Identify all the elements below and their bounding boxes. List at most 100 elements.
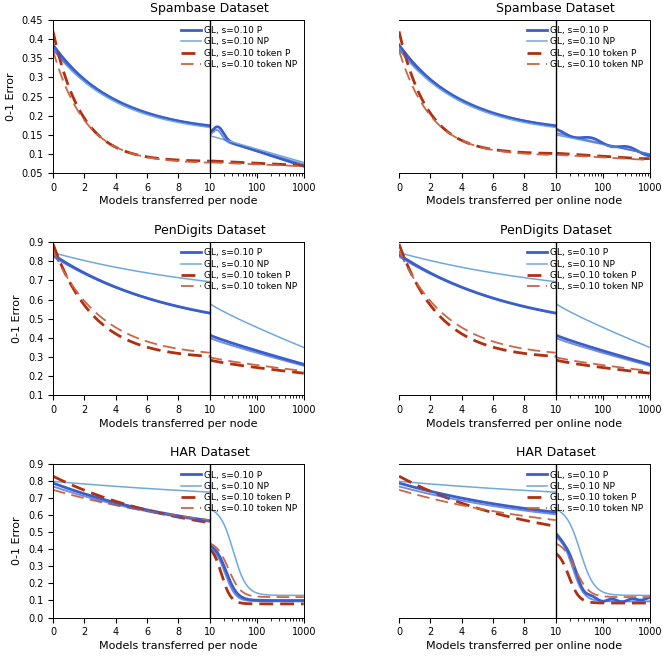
GL, s=0.10 P bbox=[49, 479, 57, 487]
GL, s=0.10 NP bbox=[395, 248, 403, 256]
GL, s=0.10 P bbox=[111, 499, 119, 507]
GL, s=0.10 P bbox=[552, 309, 560, 317]
GL, s=0.10 P bbox=[552, 508, 560, 516]
GL, s=0.10 P bbox=[552, 122, 560, 129]
GL, s=0.10 token P bbox=[552, 149, 560, 157]
GL, s=0.10 P bbox=[162, 114, 170, 122]
GL, s=0.10 NP bbox=[206, 488, 213, 496]
Line: GL, s=0.10 NP: GL, s=0.10 NP bbox=[399, 481, 556, 492]
GL, s=0.10 NP bbox=[206, 124, 213, 131]
GL, s=0.10 P bbox=[163, 510, 171, 518]
GL, s=0.10 P bbox=[68, 64, 76, 72]
GL, s=0.10 P bbox=[457, 96, 465, 104]
GL, s=0.10 token P bbox=[163, 155, 171, 163]
GL, s=0.10 P bbox=[206, 122, 213, 129]
GL, s=0.10 token NP bbox=[163, 343, 171, 351]
GL, s=0.10 token NP bbox=[508, 149, 516, 157]
GL, s=0.10 token NP bbox=[457, 323, 465, 331]
GL, s=0.10 token NP bbox=[552, 516, 560, 524]
Line: GL, s=0.10 P: GL, s=0.10 P bbox=[53, 45, 210, 125]
Title: HAR Dataset: HAR Dataset bbox=[516, 446, 595, 459]
GL, s=0.10 NP bbox=[509, 486, 517, 494]
GL, s=0.10 token NP bbox=[395, 486, 403, 494]
GL, s=0.10 token NP bbox=[457, 136, 465, 144]
GL, s=0.10 token P bbox=[508, 347, 516, 355]
GL, s=0.10 NP bbox=[68, 67, 76, 75]
Line: GL, s=0.10 token P: GL, s=0.10 token P bbox=[399, 244, 556, 357]
GL, s=0.10 token NP bbox=[162, 510, 170, 518]
GL, s=0.10 P bbox=[494, 111, 502, 119]
Line: GL, s=0.10 NP: GL, s=0.10 NP bbox=[399, 252, 556, 282]
GL, s=0.10 token P bbox=[100, 321, 108, 329]
Title: PenDigits Dataset: PenDigits Dataset bbox=[154, 224, 266, 237]
GL, s=0.10 token P bbox=[100, 493, 108, 501]
Title: Spambase Dataset: Spambase Dataset bbox=[151, 1, 269, 15]
GL, s=0.10 P bbox=[111, 96, 119, 104]
GL, s=0.10 token NP bbox=[68, 491, 76, 499]
GL, s=0.10 P bbox=[395, 250, 403, 258]
GL, s=0.10 token P bbox=[100, 136, 108, 144]
GL, s=0.10 token NP bbox=[68, 96, 76, 104]
GL, s=0.10 token P bbox=[414, 282, 422, 290]
GL, s=0.10 token P bbox=[508, 147, 516, 155]
GL, s=0.10 token NP bbox=[552, 151, 560, 159]
GL, s=0.10 P bbox=[508, 114, 516, 122]
GL, s=0.10 token NP bbox=[508, 343, 516, 351]
GL, s=0.10 NP bbox=[163, 272, 171, 280]
GL, s=0.10 token P bbox=[457, 136, 465, 144]
GL, s=0.10 P bbox=[446, 278, 454, 286]
GL, s=0.10 token NP bbox=[414, 93, 422, 101]
GL, s=0.10 token NP bbox=[100, 136, 108, 144]
GL, s=0.10 token NP bbox=[457, 501, 465, 509]
GL, s=0.10 token NP bbox=[100, 499, 108, 507]
GL, s=0.10 NP bbox=[457, 482, 465, 490]
Line: GL, s=0.10 token NP: GL, s=0.10 token NP bbox=[53, 251, 210, 353]
Legend: GL, s=0.10 P, GL, s=0.10 NP, GL, s=0.10 token P, GL, s=0.10 token NP: GL, s=0.10 P, GL, s=0.10 NP, GL, s=0.10 … bbox=[525, 246, 645, 293]
GL, s=0.10 P bbox=[494, 295, 502, 303]
GL, s=0.10 NP bbox=[49, 46, 57, 54]
GL, s=0.10 NP bbox=[446, 92, 454, 100]
Line: GL, s=0.10 P: GL, s=0.10 P bbox=[53, 483, 210, 521]
GL, s=0.10 token NP bbox=[206, 516, 213, 524]
GL, s=0.10 token P bbox=[395, 240, 403, 248]
GL, s=0.10 P bbox=[148, 111, 156, 119]
GL, s=0.10 token P bbox=[111, 143, 119, 151]
GL, s=0.10 token NP bbox=[446, 499, 454, 507]
GL, s=0.10 NP bbox=[395, 477, 403, 485]
GL, s=0.10 P bbox=[414, 262, 422, 270]
GL, s=0.10 token P bbox=[111, 497, 119, 505]
GL, s=0.10 token P bbox=[49, 27, 57, 35]
GL, s=0.10 NP bbox=[100, 481, 108, 489]
Y-axis label: 0-1 Error: 0-1 Error bbox=[6, 72, 16, 121]
GL, s=0.10 token P bbox=[552, 523, 560, 531]
GL, s=0.10 P bbox=[457, 494, 465, 502]
GL, s=0.10 token NP bbox=[206, 159, 213, 167]
GL, s=0.10 P bbox=[509, 115, 517, 123]
GL, s=0.10 NP bbox=[148, 112, 156, 120]
GL, s=0.10 token NP bbox=[414, 281, 422, 289]
GL, s=0.10 token NP bbox=[494, 339, 502, 347]
GL, s=0.10 NP bbox=[552, 488, 560, 496]
GL, s=0.10 token P bbox=[446, 321, 454, 329]
Legend: GL, s=0.10 P, GL, s=0.10 NP, GL, s=0.10 token P, GL, s=0.10 token NP: GL, s=0.10 P, GL, s=0.10 NP, GL, s=0.10 … bbox=[179, 246, 299, 293]
GL, s=0.10 NP bbox=[446, 481, 454, 489]
GL, s=0.10 token P bbox=[148, 507, 156, 515]
GL, s=0.10 token NP bbox=[446, 130, 454, 138]
GL, s=0.10 token NP bbox=[446, 315, 454, 323]
GL, s=0.10 token P bbox=[148, 345, 156, 353]
Text: Models transferred per node: Models transferred per node bbox=[99, 418, 258, 428]
GL, s=0.10 NP bbox=[552, 278, 560, 286]
GL, s=0.10 token P bbox=[509, 148, 517, 156]
GL, s=0.10 token NP bbox=[509, 511, 517, 519]
GL, s=0.10 NP bbox=[414, 254, 422, 262]
GL, s=0.10 token NP bbox=[111, 501, 119, 509]
GL, s=0.10 token NP bbox=[163, 511, 171, 519]
GL, s=0.10 token NP bbox=[163, 156, 171, 164]
GL, s=0.10 token NP bbox=[395, 247, 403, 255]
Line: GL, s=0.10 token NP: GL, s=0.10 token NP bbox=[399, 251, 556, 353]
Line: GL, s=0.10 token P: GL, s=0.10 token P bbox=[53, 244, 210, 357]
GL, s=0.10 token NP bbox=[494, 508, 502, 516]
Text: Models transferred per node: Models transferred per node bbox=[99, 641, 258, 651]
Line: GL, s=0.10 token NP: GL, s=0.10 token NP bbox=[53, 50, 210, 163]
GL, s=0.10 token NP bbox=[508, 510, 516, 518]
